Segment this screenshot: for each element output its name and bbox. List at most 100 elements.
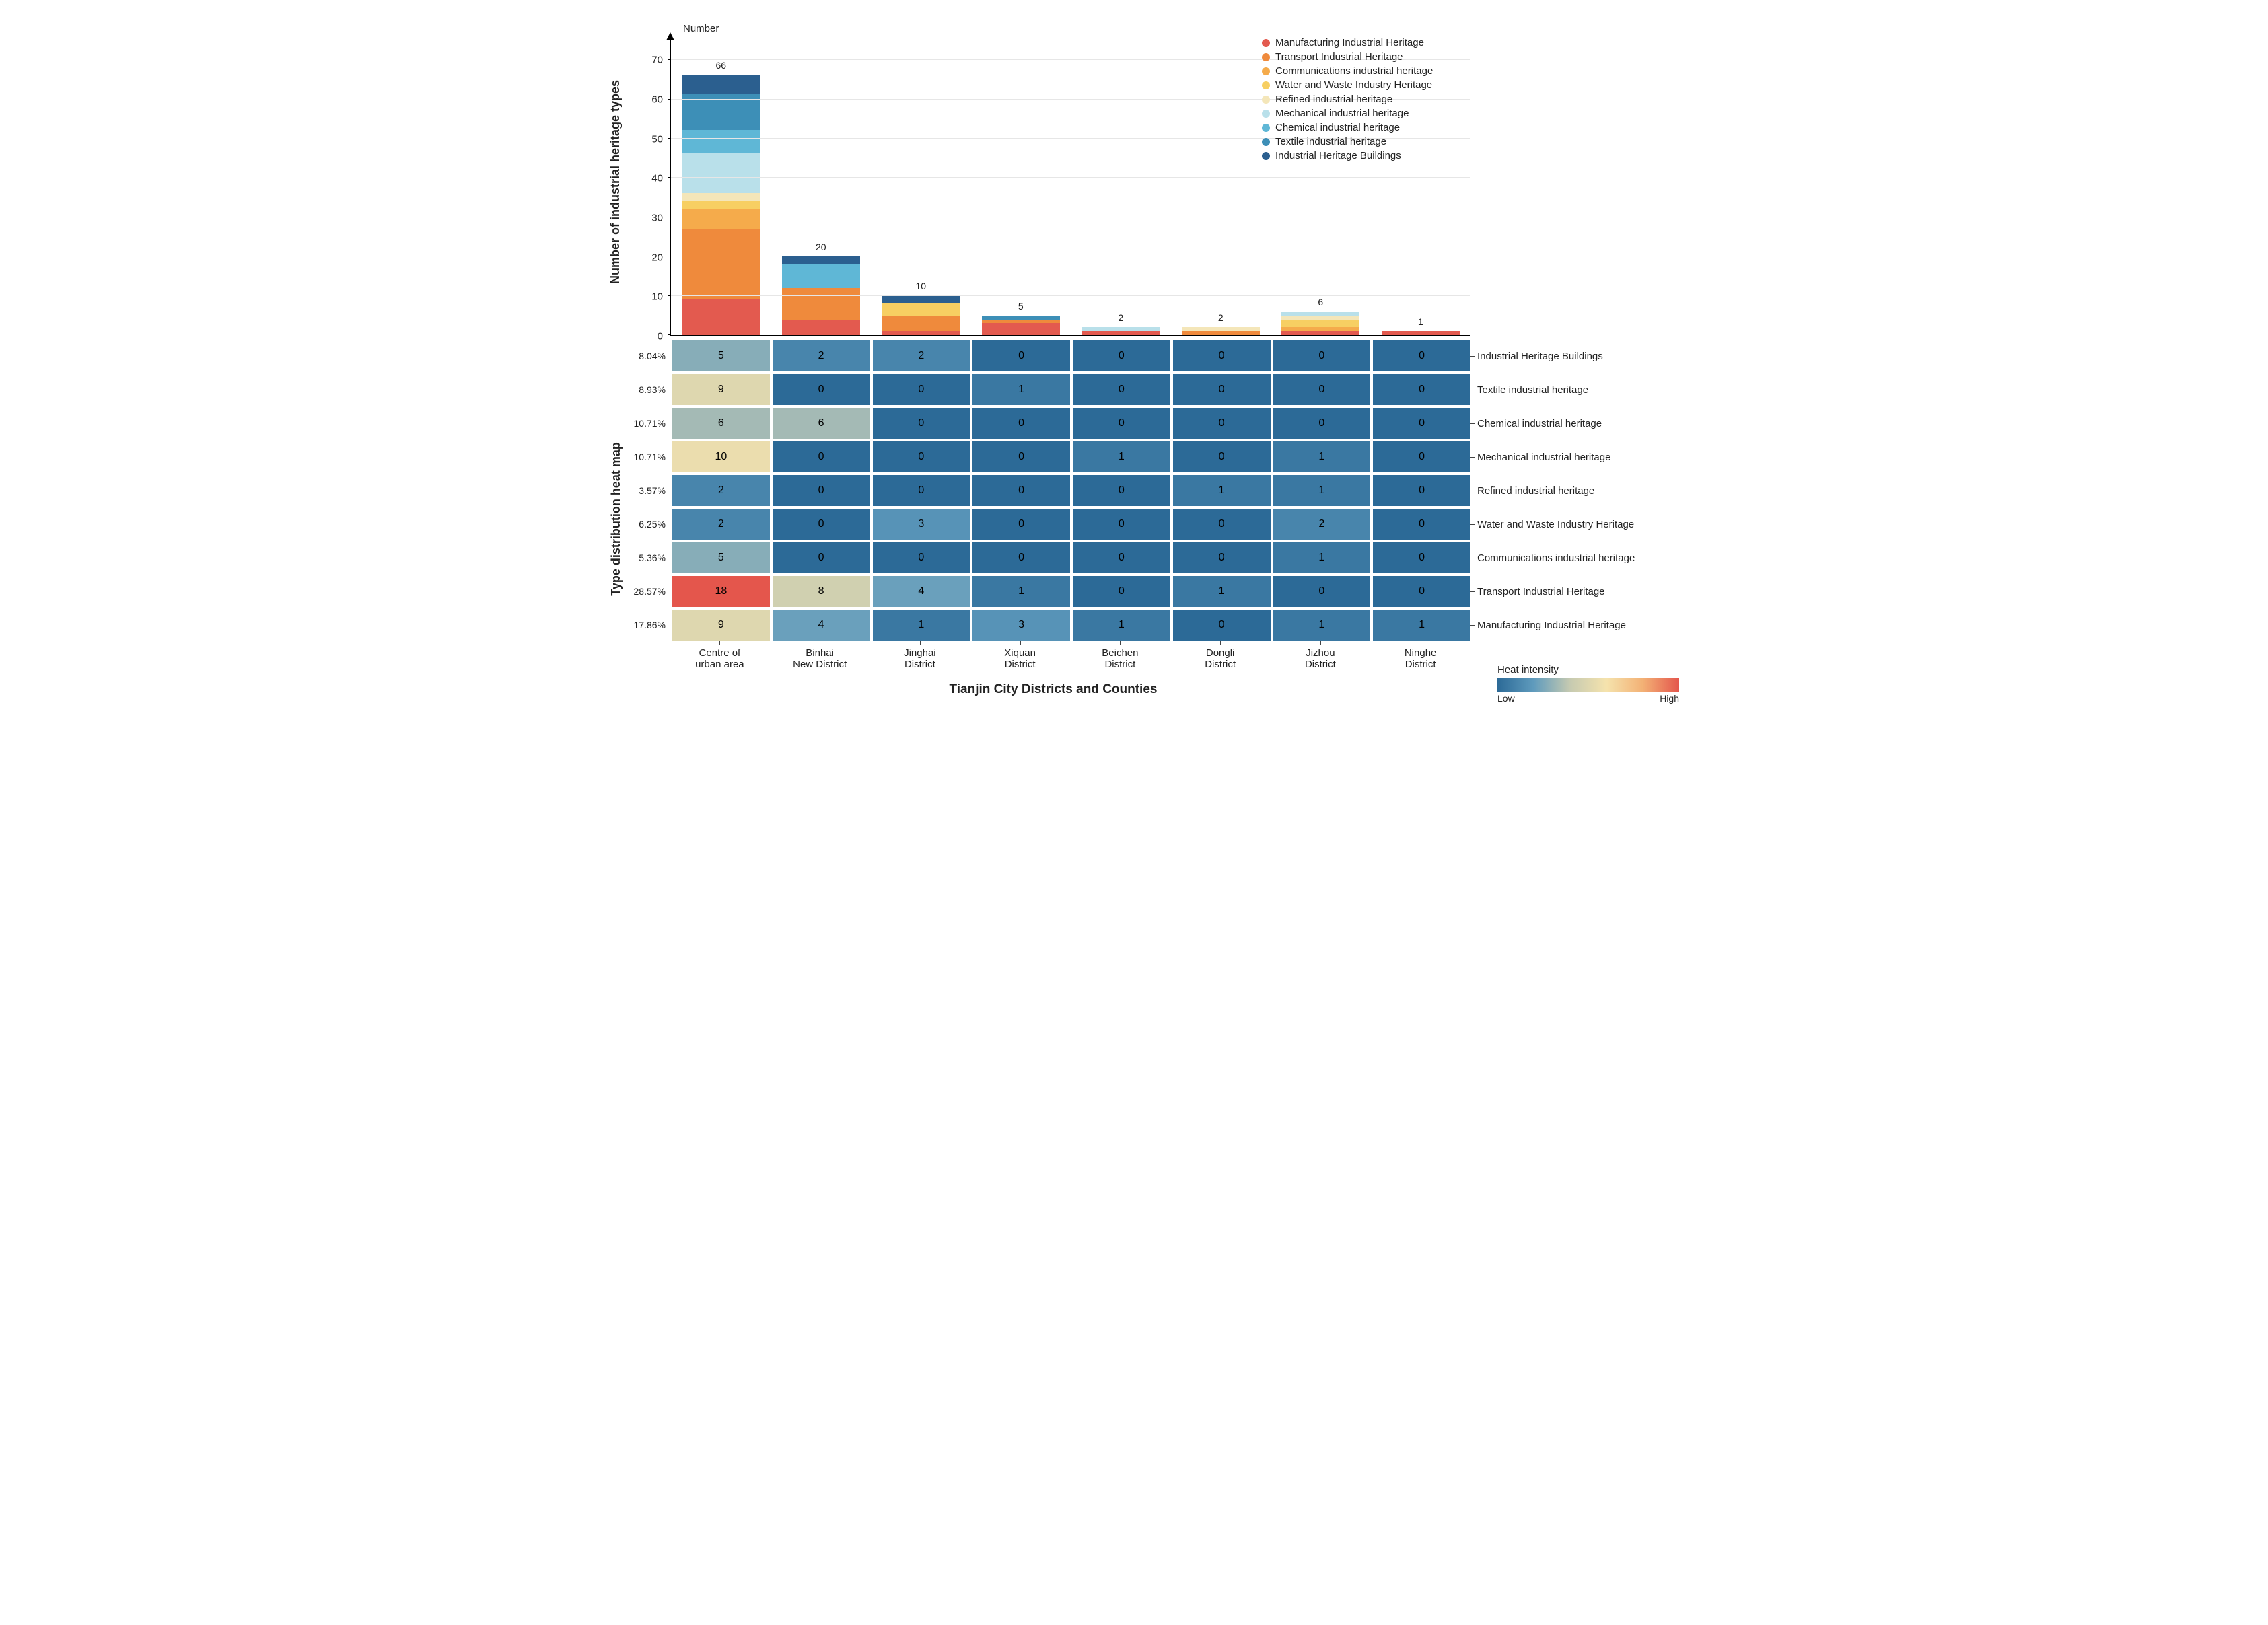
heat-cell: 1	[873, 610, 970, 641]
bar-total-label: 2	[1218, 312, 1224, 323]
bar-segment	[982, 323, 1060, 335]
bar-total-label: 2	[1118, 312, 1123, 323]
heat-cell: 0	[1173, 441, 1271, 472]
heat-cell: 4	[873, 576, 970, 607]
heat-row-pct: 28.57%	[636, 576, 670, 607]
stacked-bar: 2	[1182, 327, 1260, 335]
bar-total-label: 66	[715, 60, 726, 71]
heat-cell: 0	[1373, 542, 1470, 573]
heat-row-pct: 10.71%	[636, 408, 670, 439]
bar-segment	[682, 75, 760, 94]
heat-row-pct: 8.93%	[636, 374, 670, 405]
heat-cell: 5	[672, 542, 770, 573]
heat-row-pct: 6.25%	[636, 509, 670, 540]
legend-dot-icon	[1262, 138, 1270, 146]
bar-segment	[682, 229, 760, 300]
heat-cell: 3	[873, 509, 970, 540]
heat-cell: 9	[672, 374, 770, 405]
heat-row-label: Mechanical industrial heritage	[1470, 441, 1672, 472]
heat-cell: 0	[1373, 374, 1470, 405]
legend-label: Communications industrial heritage	[1275, 65, 1433, 77]
heat-cell: 0	[1073, 475, 1170, 506]
y-tick: 10	[651, 291, 663, 303]
y-tick: 0	[658, 331, 663, 342]
heat-gradient-bar	[1497, 678, 1679, 692]
bar-segment	[882, 303, 960, 316]
heat-cell: 0	[1173, 509, 1271, 540]
x-label: JinghaiDistrict	[870, 645, 970, 670]
heat-cell: 0	[972, 475, 1070, 506]
bar-total-label: 10	[915, 281, 926, 291]
heat-row-label: Water and Waste Industry Heritage	[1470, 509, 1672, 540]
heat-cell: 6	[773, 408, 870, 439]
bar-segment	[682, 193, 760, 201]
heat-cell: 1	[1273, 610, 1371, 641]
heat-cell: 1	[972, 576, 1070, 607]
heat-cell: 0	[873, 475, 970, 506]
legend-label: Industrial Heritage Buildings	[1275, 150, 1401, 161]
bar-slot: 2	[1171, 40, 1271, 335]
heat-row: 28.57%188410100	[636, 576, 1470, 607]
heatmap-body: 8.04%522000008.93%9001000010.71%66000000…	[636, 340, 1470, 697]
heat-row-label: Transport Industrial Heritage	[1470, 576, 1672, 607]
heat-row-pct: 5.36%	[636, 542, 670, 573]
heat-cell: 0	[1373, 408, 1470, 439]
legend-dot-icon	[1262, 81, 1270, 89]
legend-item: Water and Waste Industry Heritage	[1262, 79, 1477, 91]
heat-cell: 10	[672, 441, 770, 472]
bar-segment	[1281, 320, 1359, 328]
heat-cell: 0	[773, 374, 870, 405]
heat-cell: 1	[1073, 610, 1170, 641]
heat-cell: 0	[1273, 576, 1371, 607]
heat-cell: 2	[672, 509, 770, 540]
bar-slot: 2	[1071, 40, 1171, 335]
x-label: BinhaiNew District	[770, 645, 870, 670]
legend-dot-icon	[1262, 96, 1270, 104]
y-tick: 50	[651, 133, 663, 145]
heat-cell: 0	[773, 441, 870, 472]
heat-row: 17.86%94131011	[636, 610, 1470, 641]
heat-cell: 0	[1173, 408, 1271, 439]
heat-legend-title: Heat intensity	[1497, 664, 1679, 676]
heat-cell: 0	[1273, 340, 1371, 371]
heat-cell: 0	[1273, 408, 1371, 439]
legend-item: Chemical industrial heritage	[1262, 122, 1477, 133]
bar-segment	[782, 288, 860, 320]
heat-cell: 0	[1173, 610, 1271, 641]
x-labels: Centre ofurban areaBinhaiNew DistrictJin…	[636, 645, 1470, 670]
spacer	[1470, 27, 1672, 336]
bar-segment	[1182, 331, 1260, 335]
y-axis-arrow-icon	[666, 32, 674, 40]
legend-label: Textile industrial heritage	[1275, 136, 1386, 147]
heat-row-label: Manufacturing Industrial Heritage	[1470, 610, 1672, 641]
heat-cell: 0	[773, 475, 870, 506]
heat-cell: 0	[1373, 576, 1470, 607]
bar-segment	[682, 130, 760, 153]
y-axis-title: Number	[683, 23, 719, 34]
heat-cell: 0	[873, 408, 970, 439]
figure-root: Number of industrial heritage types Numb…	[596, 27, 1672, 697]
grid-line	[671, 295, 1470, 296]
legend-item: Communications industrial heritage	[1262, 65, 1477, 77]
heat-cell: 0	[1173, 542, 1271, 573]
heat-row-label: Textile industrial heritage	[1470, 374, 1672, 405]
heat-row: 8.93%90010000	[636, 374, 1470, 405]
heat-row-label: Communications industrial heritage	[1470, 542, 1672, 573]
heat-legend-low: Low	[1497, 693, 1515, 704]
bar-slot: 66	[671, 40, 771, 335]
bar-segment	[1082, 331, 1160, 335]
heat-ylabel-col: Type distribution heat map	[596, 340, 636, 697]
stacked-bar: 6	[1281, 312, 1359, 335]
heat-cell: 0	[873, 441, 970, 472]
legend-item: Refined industrial heritage	[1262, 94, 1477, 105]
heat-cell: 0	[1373, 509, 1470, 540]
y-ticks: 010203040506070	[636, 40, 667, 336]
heat-row: 8.04%52200000	[636, 340, 1470, 371]
y-tick: 40	[651, 173, 663, 184]
heat-cell: 3	[972, 610, 1070, 641]
heat-row-pct: 17.86%	[636, 610, 670, 641]
heat-row-pct: 8.04%	[636, 340, 670, 371]
heatmap-row: Type distribution heat map 8.04%52200000…	[596, 340, 1672, 697]
legend-dot-icon	[1262, 39, 1270, 47]
heat-cell: 8	[773, 576, 870, 607]
